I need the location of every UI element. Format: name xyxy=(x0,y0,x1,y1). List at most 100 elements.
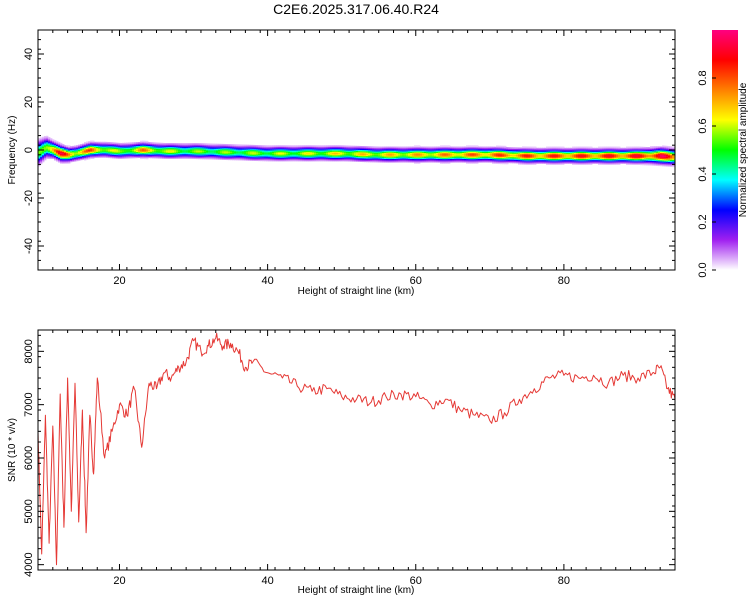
spectrogram-cell xyxy=(544,150,547,152)
spectrogram-cell xyxy=(408,151,411,153)
spectrogram-cell xyxy=(578,159,581,162)
spectrogram-cell xyxy=(38,162,41,164)
spectrogram-cell xyxy=(162,156,165,158)
spectrogram-cell xyxy=(608,157,611,159)
spectrogram-cell xyxy=(614,152,617,155)
spectrogram-cell xyxy=(466,146,469,149)
spectrogram-cell xyxy=(258,145,261,147)
spectrogram-cell xyxy=(262,146,265,149)
spectrogram-cell xyxy=(172,150,175,152)
spectrogram-cell xyxy=(122,147,125,150)
spectrogram-cell xyxy=(272,145,275,147)
spectrogram-cell xyxy=(40,141,43,143)
spectrogram-cell xyxy=(158,157,161,159)
spectrogram-cell xyxy=(606,153,609,156)
spectrogram-cell xyxy=(502,162,505,165)
spectrogram-cell xyxy=(526,156,529,158)
spectrogram-cell xyxy=(486,153,489,156)
spectrogram-cell xyxy=(548,147,551,150)
spectrogram-cell xyxy=(114,149,117,152)
spectrogram-cell xyxy=(238,148,241,150)
spectrogram-cell xyxy=(644,160,647,162)
spectrogram-cell xyxy=(512,149,515,152)
spectrogram-cell xyxy=(524,153,527,156)
spectrogram-cell xyxy=(174,151,177,153)
spectrogram-cell xyxy=(600,153,603,156)
spectrogram-cell xyxy=(44,143,47,145)
spectrogram-cell xyxy=(424,153,427,156)
spectrogram-cell xyxy=(582,159,585,162)
spectrogram-cell xyxy=(172,156,175,158)
spectrogram-cell xyxy=(102,146,105,149)
spectrogram-cell xyxy=(180,143,183,145)
spectrogram-cell xyxy=(138,149,141,151)
spectrogram-cell xyxy=(650,161,653,164)
spectrogram-cell xyxy=(42,154,45,157)
spectrogram-cell xyxy=(84,149,87,151)
spectrogram-cell xyxy=(188,149,191,151)
spectrogram-cell xyxy=(432,151,435,153)
spectrogram-cell xyxy=(582,150,585,152)
spectrogram-cell xyxy=(490,161,493,163)
spectrogram-cell xyxy=(652,155,655,158)
spectrogram-cell xyxy=(658,162,661,164)
spectrogram-cell xyxy=(150,151,153,154)
spectrogram-cell xyxy=(536,151,539,153)
spectrogram-cell xyxy=(186,147,189,150)
spectrogram-cell xyxy=(614,155,617,157)
spectrogram-cell xyxy=(658,160,661,163)
spectrogram-cell xyxy=(148,156,151,159)
spectrogram-cell xyxy=(330,145,333,147)
spectrogram-cell xyxy=(306,155,309,157)
spectrogram-cell xyxy=(580,150,583,152)
spectrogram-cell xyxy=(204,157,207,160)
spectrogram-cell xyxy=(226,150,229,152)
spectrogram-cell xyxy=(168,147,171,150)
spectrogram-cell xyxy=(384,149,387,151)
spectrogram-cell xyxy=(360,148,363,150)
spectrogram-cell xyxy=(58,146,61,149)
spectrogram-cell xyxy=(452,146,455,149)
spectrogram-cell xyxy=(582,156,585,158)
spectrogram-cell xyxy=(110,156,113,159)
spectrogram-cell xyxy=(564,155,567,157)
spectrogram-cell xyxy=(334,149,337,151)
spectrogram-cell xyxy=(518,147,521,150)
spectrogram-cell xyxy=(128,154,131,157)
spectrogram-cell xyxy=(116,153,119,156)
spectrogram-cell xyxy=(140,141,143,144)
spectrogram-cell xyxy=(622,152,625,155)
spectrogram-cell xyxy=(210,155,213,158)
spectrogram-cell xyxy=(612,161,615,163)
spectrogram-cell xyxy=(412,147,415,150)
spectrogram-cell xyxy=(504,162,507,165)
spectrogram-cell xyxy=(560,156,563,158)
spectrogram-cell xyxy=(388,152,391,155)
spectrogram-cell xyxy=(354,158,357,161)
spectrogram-cell xyxy=(130,149,133,152)
spectrogram-cell xyxy=(268,152,271,155)
spectrogram-cell xyxy=(428,150,431,152)
spectrogram-cell xyxy=(440,151,443,153)
spectrogram-cell xyxy=(562,155,565,157)
spectrogram-cell xyxy=(468,153,471,156)
spectrogram-cell xyxy=(550,159,553,162)
spectrogram-cell xyxy=(584,156,587,158)
spectrogram-cell xyxy=(94,155,97,157)
spectrogram-cell xyxy=(660,154,663,157)
spectrogram-cell xyxy=(658,154,661,157)
spectrogram-cell xyxy=(198,146,201,149)
spectrogram-cell xyxy=(664,145,667,148)
spectrogram-cell xyxy=(106,143,109,145)
spectrogram-cell xyxy=(304,145,307,147)
spectrogram-cell xyxy=(136,150,139,153)
spectrogram-cell xyxy=(564,157,567,159)
spectrogram-cell xyxy=(454,152,457,155)
spectrogram-cell xyxy=(112,142,115,144)
spectrogram-cell xyxy=(546,149,549,151)
spectrogram-cell xyxy=(422,153,425,156)
spectrogram-cell xyxy=(212,157,215,160)
spectrogram-cell xyxy=(370,151,373,153)
spectrogram-cell xyxy=(140,157,143,160)
